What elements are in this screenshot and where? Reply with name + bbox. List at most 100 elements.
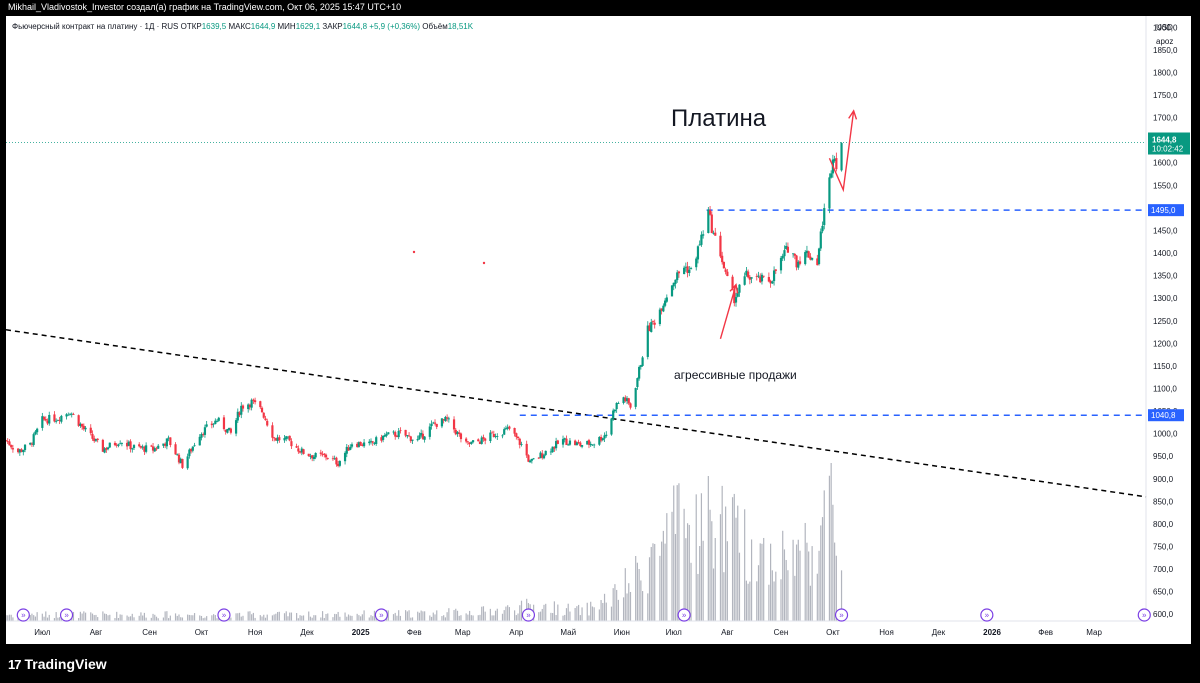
candle-body [10, 445, 13, 448]
candle-body [42, 417, 46, 420]
candle-body [650, 322, 653, 333]
candle-body [660, 308, 663, 311]
candle-body [117, 444, 120, 446]
candle-body [589, 443, 592, 446]
x-tick-label: 2026 [983, 628, 1001, 637]
candle-body [710, 214, 713, 233]
candle-body [77, 415, 80, 426]
credit-bar: Mikhail_Vladivostok_Investor создал(а) г… [0, 0, 1200, 16]
arrow-line [719, 284, 737, 340]
y-tick-label: 1750,0 [1153, 91, 1178, 100]
y-tick-label: 1350,0 [1153, 272, 1178, 281]
candle-body [151, 446, 155, 451]
candle-body [165, 438, 168, 447]
tradingview-logo[interactable]: 17 TradingView [8, 656, 107, 672]
candle-body [311, 455, 314, 459]
candle-body [757, 275, 760, 277]
candle-body [634, 388, 637, 407]
candle-body [286, 436, 290, 438]
y-tick-label: 1150,0 [1153, 362, 1177, 371]
y-tick-label: 1600,0 [1153, 159, 1178, 168]
candle-body [586, 440, 589, 445]
candle-body [478, 441, 482, 444]
candle-body [369, 440, 373, 442]
candle-body [503, 429, 506, 435]
y-tick-label: 1200,0 [1153, 339, 1178, 348]
candle-body [203, 427, 207, 435]
candle-body [324, 454, 328, 458]
candle-body [335, 457, 338, 465]
candle-body [603, 435, 606, 439]
candle-body [542, 455, 546, 459]
candle-body [615, 402, 618, 410]
candle-body [762, 275, 765, 277]
candle-body [835, 158, 838, 170]
candle-body [215, 421, 219, 422]
x-tick-label: Июл [666, 628, 683, 637]
candle-body [774, 269, 777, 271]
candle-body [387, 432, 390, 435]
candle-body [108, 442, 111, 448]
candle-body [34, 431, 37, 435]
candle-body [433, 422, 437, 424]
candle-body [226, 428, 229, 433]
candle-body [421, 433, 425, 439]
x-tick-label: Май [560, 628, 576, 637]
candle-body [456, 431, 459, 435]
candle-body [125, 442, 129, 447]
candle-body [707, 209, 710, 233]
chart-frame[interactable]: Фьючерсный контракт на платину · 1Д · RU… [6, 16, 1191, 644]
candle-body [362, 442, 366, 447]
candle-body [733, 288, 736, 304]
candle-body [532, 458, 535, 460]
candle-body [91, 433, 94, 439]
candle-body [181, 459, 184, 468]
candle-body [345, 446, 348, 454]
candle-body [466, 441, 469, 443]
x-tick-label: Фев [1038, 628, 1053, 637]
candle-body [18, 449, 21, 453]
candle-body [202, 434, 205, 435]
arrow-head [848, 109, 858, 120]
candle-body [58, 420, 61, 421]
level-price-tag [1148, 409, 1184, 422]
chart-title: Платина [671, 105, 767, 132]
candle-body [229, 428, 232, 433]
y-tick-label: 1400,0 [1153, 249, 1178, 258]
candle-body [254, 400, 257, 403]
event-marker-glyph: » [526, 611, 531, 620]
candle-body [145, 445, 148, 452]
candle-body [174, 444, 177, 455]
candle-body [241, 405, 245, 409]
candle-body [821, 225, 824, 232]
candle-body [477, 439, 480, 442]
event-marker-icon [217, 608, 231, 622]
x-tick-label: Ноя [248, 628, 263, 637]
candle-body [198, 436, 201, 446]
candle-body [273, 437, 276, 439]
candle-body [663, 300, 667, 306]
candle-body [143, 447, 146, 452]
candle-body [549, 451, 553, 453]
candle-body [513, 427, 516, 434]
y-tick-label: 1100,0 [1153, 384, 1177, 393]
candle-body [636, 378, 639, 388]
candle-body [452, 419, 456, 430]
candle-body [259, 401, 262, 408]
candle-body [407, 435, 411, 437]
currency-label: USD [1156, 23, 1173, 32]
candle-body [736, 292, 739, 297]
candle-body [347, 447, 350, 451]
candle-body [724, 269, 727, 272]
candle-body [89, 427, 92, 434]
candle-body [420, 432, 423, 436]
candle-body [350, 444, 354, 447]
candle-body [700, 234, 703, 245]
candle-body [823, 208, 826, 226]
candle-body [648, 325, 651, 332]
candle-body [556, 440, 559, 444]
candle-body [610, 418, 613, 435]
y-tick-label: 750,0 [1153, 543, 1174, 552]
price-chart[interactable]: USD apoz 600,0 650,0 700,0 750,0 800,0 850,0 900… [6, 16, 1191, 644]
footer-bar: 17 TradingView [0, 644, 1200, 683]
